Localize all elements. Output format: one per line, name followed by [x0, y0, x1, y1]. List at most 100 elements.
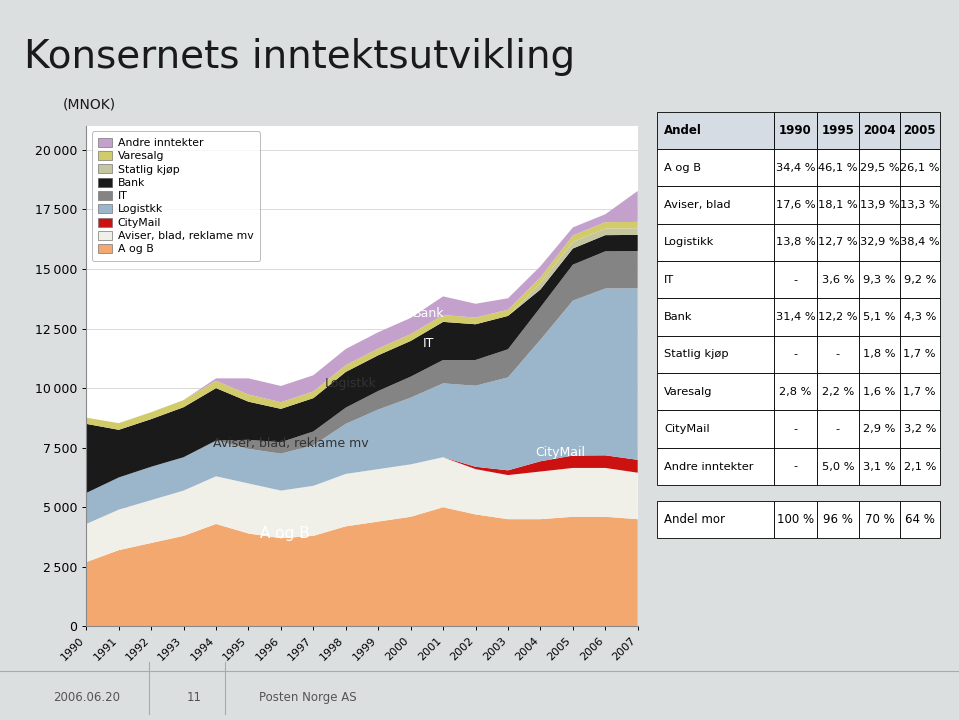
- Text: 3,1 %: 3,1 %: [863, 462, 896, 472]
- Text: 12,2 %: 12,2 %: [818, 312, 857, 322]
- Bar: [774, 112, 817, 149]
- Bar: [900, 261, 940, 298]
- Bar: [657, 224, 774, 261]
- Bar: [859, 261, 900, 298]
- Text: CityMail: CityMail: [536, 446, 586, 459]
- Text: Andel: Andel: [664, 124, 702, 137]
- Bar: [859, 112, 900, 149]
- Text: 29,5 %: 29,5 %: [859, 163, 900, 173]
- Bar: [900, 186, 940, 224]
- Bar: [817, 373, 859, 410]
- Text: 1,8 %: 1,8 %: [863, 349, 896, 359]
- Text: 3,2 %: 3,2 %: [903, 424, 936, 434]
- Bar: [657, 448, 774, 485]
- Text: Aviser, blad: Aviser, blad: [664, 200, 731, 210]
- Bar: [657, 410, 774, 448]
- Bar: [657, 298, 774, 336]
- Bar: [817, 261, 859, 298]
- Bar: [657, 261, 774, 298]
- Text: 70 %: 70 %: [865, 513, 895, 526]
- Text: 2,1 %: 2,1 %: [903, 462, 936, 472]
- Text: 2,9 %: 2,9 %: [863, 424, 896, 434]
- Text: 46,1 %: 46,1 %: [818, 163, 857, 173]
- Text: -: -: [793, 424, 798, 434]
- Bar: [900, 336, 940, 373]
- Text: A og B: A og B: [260, 526, 310, 541]
- Text: CityMail: CityMail: [664, 424, 710, 434]
- Bar: [859, 224, 900, 261]
- Bar: [817, 224, 859, 261]
- Bar: [817, 149, 859, 186]
- Text: Posten Norge AS: Posten Norge AS: [259, 690, 357, 704]
- Text: Bank: Bank: [664, 312, 692, 322]
- Bar: [900, 112, 940, 149]
- Text: 1990: 1990: [779, 124, 812, 137]
- Bar: [657, 186, 774, 224]
- Bar: [657, 501, 774, 539]
- Bar: [817, 336, 859, 373]
- Bar: [900, 373, 940, 410]
- Text: 26,1 %: 26,1 %: [900, 163, 940, 173]
- Bar: [657, 149, 774, 186]
- Text: 31,4 %: 31,4 %: [776, 312, 815, 322]
- Legend: Andre inntekter, Varesalg, Statlig kjøp, Bank, IT, Logistkk, CityMail, Aviser, b: Andre inntekter, Varesalg, Statlig kjøp,…: [92, 132, 260, 261]
- Text: 1995: 1995: [822, 124, 854, 137]
- Text: 13,9 %: 13,9 %: [859, 200, 900, 210]
- Text: -: -: [836, 424, 840, 434]
- Text: Andre inntekter: Andre inntekter: [664, 462, 754, 472]
- Text: Logistkk: Logistkk: [325, 377, 377, 390]
- Text: Logistikk: Logistikk: [664, 238, 714, 248]
- Bar: [859, 410, 900, 448]
- Bar: [859, 149, 900, 186]
- Text: 38,4 %: 38,4 %: [900, 238, 940, 248]
- Bar: [657, 336, 774, 373]
- Text: Andel mor: Andel mor: [664, 513, 725, 526]
- Text: 5,1 %: 5,1 %: [863, 312, 896, 322]
- Text: 11: 11: [187, 690, 202, 704]
- Bar: [774, 336, 817, 373]
- Text: 5,0 %: 5,0 %: [822, 462, 854, 472]
- Text: 32,9 %: 32,9 %: [859, 238, 900, 248]
- Bar: [859, 501, 900, 539]
- Bar: [859, 186, 900, 224]
- Bar: [817, 298, 859, 336]
- Bar: [859, 336, 900, 373]
- Bar: [774, 410, 817, 448]
- Text: 9,3 %: 9,3 %: [863, 275, 896, 284]
- Text: 64 %: 64 %: [904, 513, 935, 526]
- Text: -: -: [793, 349, 798, 359]
- Text: 17,6 %: 17,6 %: [776, 200, 815, 210]
- Text: -: -: [793, 462, 798, 472]
- Bar: [774, 224, 817, 261]
- Text: 2005: 2005: [903, 124, 936, 137]
- Text: 2006.06.20: 2006.06.20: [53, 690, 120, 704]
- Bar: [774, 298, 817, 336]
- Text: 3,6 %: 3,6 %: [822, 275, 854, 284]
- Bar: [859, 448, 900, 485]
- Text: Aviser, blad, reklame mv: Aviser, blad, reklame mv: [213, 437, 368, 450]
- Bar: [900, 149, 940, 186]
- Text: 100 %: 100 %: [777, 513, 814, 526]
- Bar: [817, 448, 859, 485]
- Text: 1,6 %: 1,6 %: [863, 387, 896, 397]
- Bar: [774, 501, 817, 539]
- Bar: [657, 373, 774, 410]
- Text: Bank: Bank: [412, 307, 444, 320]
- Text: (MNOK): (MNOK): [62, 98, 115, 112]
- Bar: [817, 501, 859, 539]
- Text: -: -: [793, 275, 798, 284]
- Bar: [900, 410, 940, 448]
- Text: IT: IT: [423, 337, 433, 350]
- Text: A og B: A og B: [664, 163, 701, 173]
- Bar: [774, 448, 817, 485]
- Text: 18,1 %: 18,1 %: [818, 200, 858, 210]
- Text: 1,7 %: 1,7 %: [903, 349, 936, 359]
- Bar: [859, 373, 900, 410]
- Text: 13,3 %: 13,3 %: [900, 200, 940, 210]
- Bar: [774, 261, 817, 298]
- Text: 2,8 %: 2,8 %: [780, 387, 811, 397]
- Bar: [859, 298, 900, 336]
- Text: 4,3 %: 4,3 %: [903, 312, 936, 322]
- Text: 2,2 %: 2,2 %: [822, 387, 854, 397]
- Bar: [900, 501, 940, 539]
